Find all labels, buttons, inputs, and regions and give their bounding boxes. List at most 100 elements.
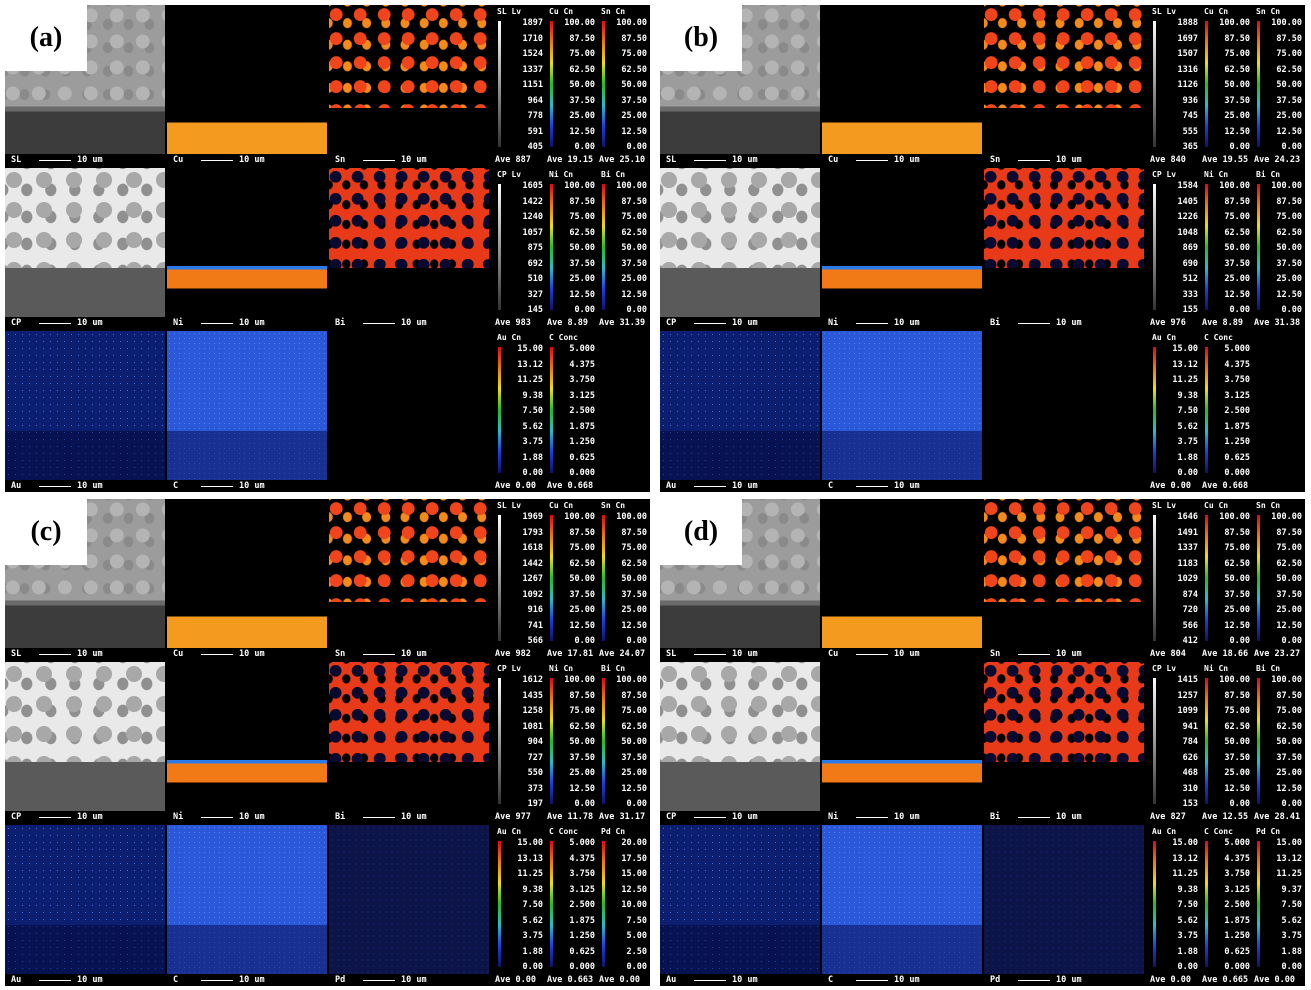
scale-bar: [1018, 323, 1050, 324]
element-label: Sn: [335, 154, 345, 166]
legend-value: 87.50: [1256, 528, 1302, 538]
scale-bar: [39, 160, 71, 161]
legend-value: 25.00: [1204, 274, 1250, 284]
legend-value: 50.00: [549, 574, 595, 584]
legend-header: Pd Cn: [1256, 827, 1280, 836]
map-image: CP10 um: [5, 662, 165, 823]
legend-value: 100.00: [549, 512, 595, 522]
image-caption: Sn10 um: [984, 648, 1144, 660]
legend-value: 1.250: [549, 437, 595, 447]
legend-value: 50.00: [549, 80, 595, 90]
legend-value: 75.00: [601, 543, 647, 553]
legend-value: 87.50: [601, 691, 647, 701]
average-value: Ave 976: [1150, 318, 1186, 328]
legend-value: 37.50: [1204, 753, 1250, 763]
legend-value: 37.50: [549, 96, 595, 106]
scale-label: 10 um: [894, 811, 920, 823]
element-label: Ni: [173, 317, 183, 329]
map-image: CP10 um: [660, 168, 820, 329]
legend-value: 75.00: [1204, 706, 1250, 716]
legend-value: 10.00: [601, 900, 647, 910]
legend-value: 75.00: [549, 212, 595, 222]
legend-value: 2.500: [1204, 406, 1250, 416]
legend-value: 50.00: [1256, 80, 1302, 90]
map-image: Au10 um: [5, 331, 165, 492]
legend-value: 0.00: [1256, 142, 1302, 152]
legend-value: 62.50: [1204, 559, 1250, 569]
legend-value: 5.62: [1256, 916, 1302, 926]
legend-value: 50.00: [1204, 737, 1250, 747]
image-caption: SL10 um: [660, 154, 820, 166]
map-image: C10 um: [822, 825, 982, 986]
legend-value: 7.50: [1256, 900, 1302, 910]
scale-bar: [694, 486, 726, 487]
element-label: Sn: [990, 154, 1000, 166]
legend-value: 3.750: [1204, 869, 1250, 879]
legend-value: 1710: [497, 34, 543, 44]
legend-value: 1.88: [497, 947, 543, 957]
legend-value: 12.50: [1204, 621, 1250, 631]
legend-value: 1.875: [549, 916, 595, 926]
legend-value: 100.00: [1204, 181, 1250, 191]
legend-value: 87.50: [601, 528, 647, 538]
scale-bar: [201, 817, 233, 818]
legend-value: 75.00: [549, 49, 595, 59]
image-caption: Bi10 um: [329, 317, 489, 329]
scale-bar: [856, 486, 888, 487]
average-value: Ave 19.55: [1202, 155, 1248, 165]
legend-value: 3.125: [1204, 391, 1250, 401]
legend-value: 7.50: [1152, 406, 1198, 416]
legend-value: 0.625: [1204, 453, 1250, 463]
legend-value: 25.00: [549, 274, 595, 284]
legend-value: 2.50: [601, 947, 647, 957]
scale-label: 10 um: [732, 154, 758, 166]
legend-value: 50.00: [1204, 243, 1250, 253]
image-caption: Cu10 um: [167, 648, 327, 660]
scale-label: 10 um: [1056, 811, 1082, 823]
element-label: C: [828, 974, 833, 986]
legend-value: 3.75: [1256, 931, 1302, 941]
legend-value: 13.12: [1256, 854, 1302, 864]
legend-value: 0.00: [497, 468, 543, 478]
scale-label: 10 um: [732, 317, 758, 329]
legend-value: 37.50: [1204, 590, 1250, 600]
panel-label: (b): [660, 5, 742, 71]
legend-value: 333: [1152, 290, 1198, 300]
figure-panel: SL10 umCu10 umSn10 umSL Lv19691793161814…: [5, 499, 650, 986]
legend-value: 3.750: [549, 375, 595, 385]
panel-label: (a): [5, 5, 87, 71]
legend-value: 1612: [497, 675, 543, 685]
scale-bar: [39, 980, 71, 981]
legend-value: 727: [497, 753, 543, 763]
legend-value: 1442: [497, 559, 543, 569]
scale-bar: [201, 323, 233, 324]
legend-value: 0.00: [601, 962, 647, 972]
legend-value: 12.50: [601, 127, 647, 137]
element-label: Au: [666, 974, 676, 986]
legend-value: 37.50: [601, 753, 647, 763]
legend-value: 0.00: [1256, 305, 1302, 315]
legend-value: 550: [497, 768, 543, 778]
legend-value: 12.50: [1256, 784, 1302, 794]
legend-value: 75.00: [1256, 543, 1302, 553]
legend-value: 941: [1152, 722, 1198, 732]
legend-value: 405: [497, 142, 543, 152]
legend-value: 25.00: [1204, 768, 1250, 778]
legend-value: 13.13: [497, 854, 543, 864]
legend-value: 9.37: [1256, 885, 1302, 895]
image-caption: C10 um: [822, 480, 982, 492]
legend-value: 1435: [497, 691, 543, 701]
legend-value: 4.375: [549, 854, 595, 864]
legend-value: 37.50: [601, 259, 647, 269]
scale-bar: [39, 486, 71, 487]
legend-value: 591: [497, 127, 543, 137]
image-caption: Cu10 um: [822, 648, 982, 660]
map-image: CP10 um: [660, 662, 820, 823]
scale-bar: [694, 817, 726, 818]
legend-header: C Conc: [549, 333, 578, 342]
image-caption: Bi10 um: [329, 811, 489, 823]
average-value: Ave 0.00: [495, 481, 536, 491]
legend-value: 1618: [497, 543, 543, 553]
legend-value: 1.88: [1256, 947, 1302, 957]
